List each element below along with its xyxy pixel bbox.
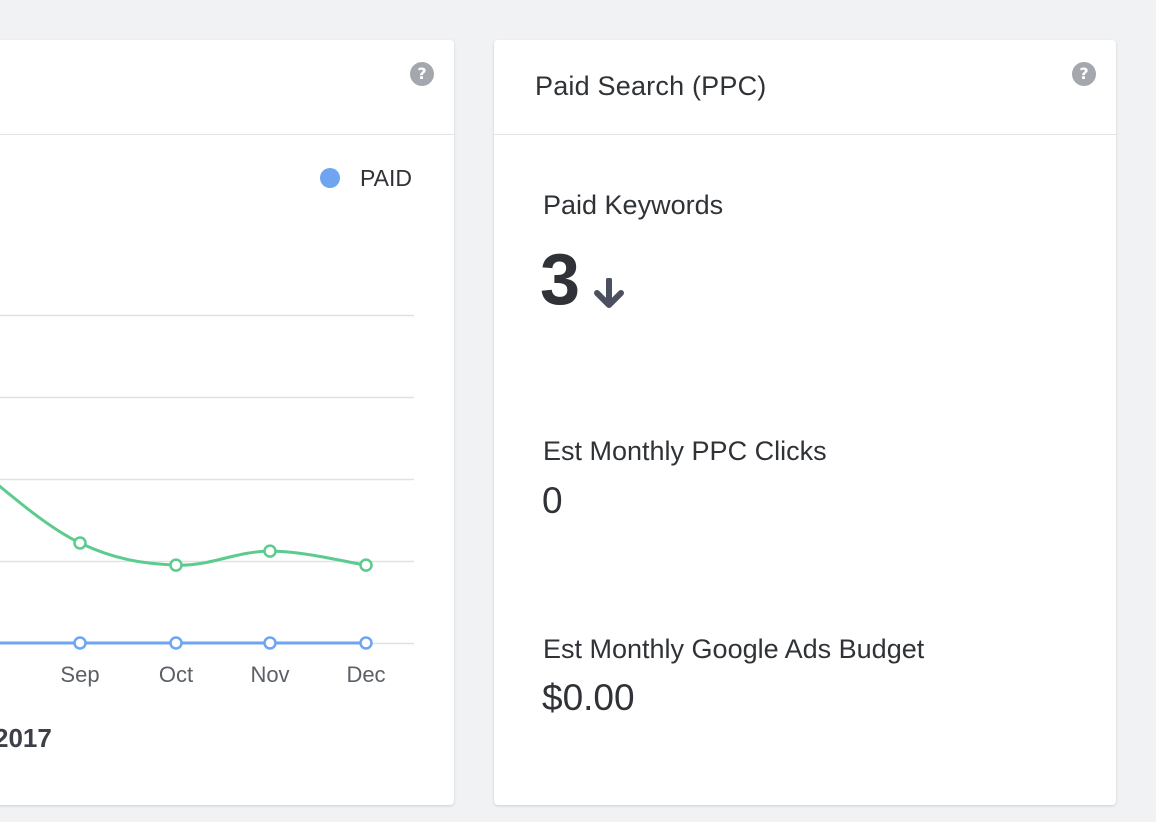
- ads-budget-value: $0.00: [542, 677, 635, 718]
- legend-label: PAID: [360, 165, 412, 191]
- data-point: [359, 558, 373, 572]
- paid-keywords-value: 3: [540, 240, 581, 320]
- help-icon[interactable]: ?: [1072, 62, 1096, 86]
- x-tick-label: Oct: [159, 662, 193, 687]
- paid-search-card-header: Paid Search (PPC) ?: [494, 40, 1116, 135]
- data-point: [359, 636, 373, 650]
- paid-keywords-label: Paid Keywords: [543, 190, 724, 220]
- ads-budget-label: Est Monthly Google Ads Budget: [543, 634, 925, 664]
- legend-swatch: [320, 168, 340, 188]
- x-tick-label: Nov: [250, 662, 289, 687]
- data-point: [263, 544, 277, 558]
- data-point: [169, 558, 183, 572]
- x-tick-label: Sep: [60, 662, 99, 687]
- x-tick-label: Dec: [346, 662, 385, 687]
- arrow-down-icon: [594, 278, 624, 308]
- ppc-clicks-label: Est Monthly PPC Clicks: [543, 436, 827, 466]
- traffic-chart-card-header: ?: [0, 40, 454, 135]
- card-title: Paid Search (PPC): [535, 71, 767, 101]
- data-point: [169, 636, 183, 650]
- ppc-clicks-value: 0: [542, 480, 563, 521]
- traffic-line-chart: gSepOctNovDec2017PAID: [0, 165, 414, 753]
- data-point: [73, 636, 87, 650]
- data-point: [263, 636, 277, 650]
- x-axis-label: 2017: [0, 723, 52, 753]
- traffic-chart-card: ? gSepOctNovDec2017PAID: [0, 40, 454, 805]
- paid-search-card: Paid Search (PPC) ? Paid Keywords 3 Est …: [494, 40, 1116, 805]
- help-icon[interactable]: ?: [410, 62, 434, 86]
- data-point: [73, 536, 87, 550]
- series-2-series-line: [0, 484, 367, 567]
